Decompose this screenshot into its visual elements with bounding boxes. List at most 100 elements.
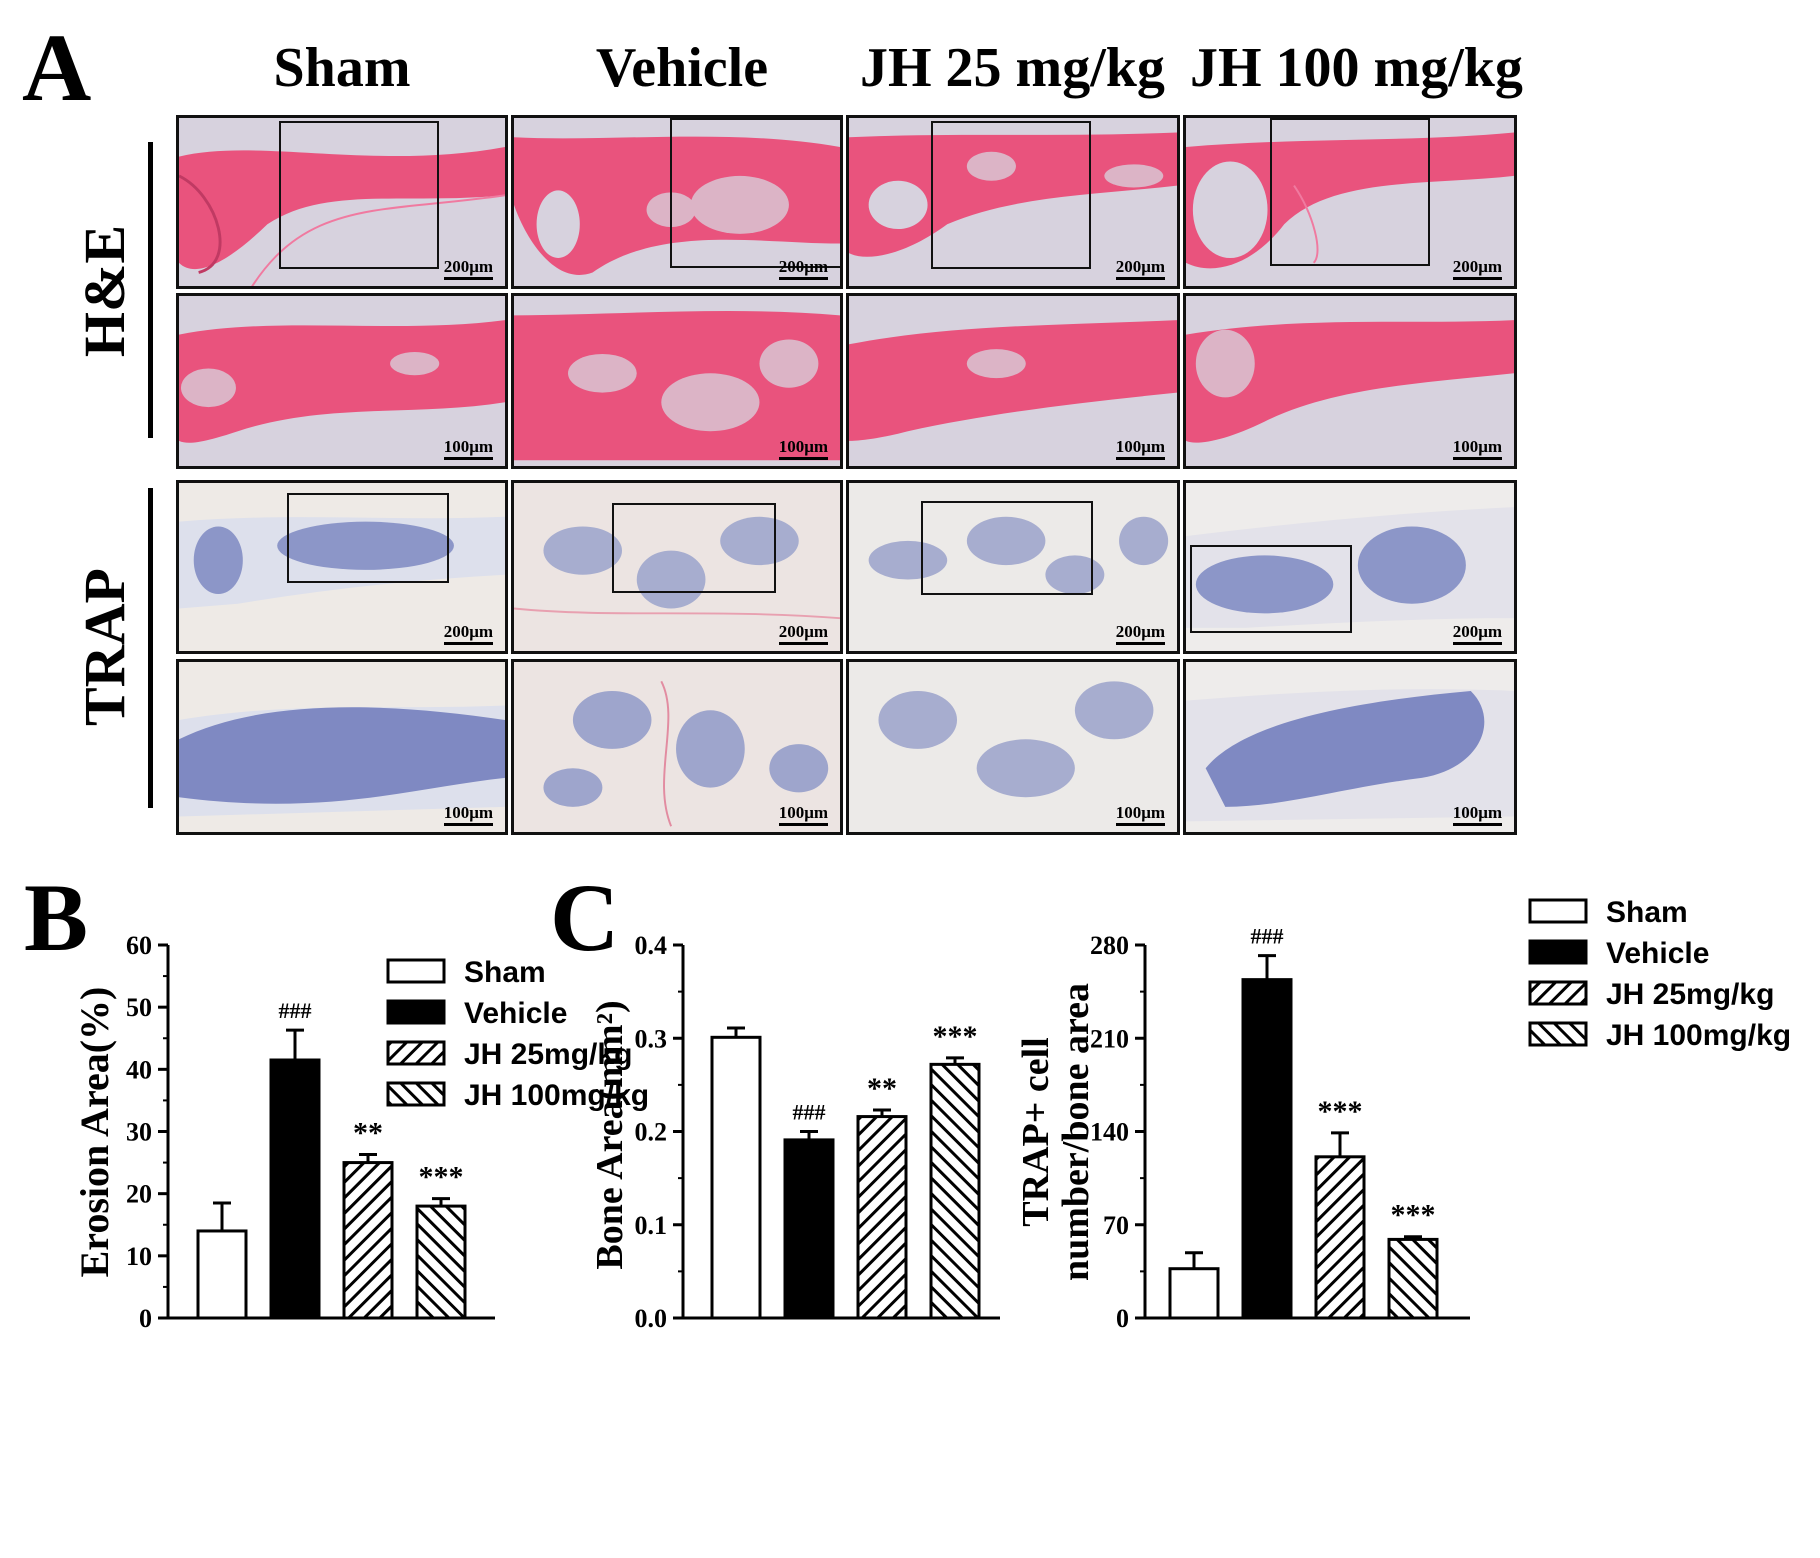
column-header-vehicle: Vehicle: [595, 37, 769, 99]
legend-label: JH 100mg/kg: [1606, 1019, 1791, 1052]
y-tick-label: 50: [126, 993, 152, 1022]
y-tick-label: 280: [1090, 931, 1129, 960]
scale-bar: 100μm: [443, 804, 493, 826]
legend-swatch: [1528, 898, 1588, 924]
bar-jh-100mg-kg: [1387, 1237, 1439, 1320]
he-high-jh-25: 100μm: [846, 293, 1180, 469]
legend-label: JH 100mg/kg: [464, 1079, 649, 1112]
significance-label: ###: [279, 998, 312, 1023]
legend-swatch: [1528, 980, 1588, 1006]
y-tick-label: 40: [126, 1055, 152, 1084]
chart-1: 0.00.10.20.30.4###*****: [635, 931, 1000, 1333]
column-header-jh-25: JH 25 mg/kg: [860, 37, 1165, 99]
y-axis-label-line2: number/bone area: [1055, 983, 1097, 1281]
trap-high-jh-100: 100μm: [1183, 659, 1517, 835]
y-tick-label: 30: [126, 1118, 152, 1147]
trap-low-sham: 200μm: [176, 480, 508, 654]
legend-swatch: [386, 1081, 446, 1107]
significance-label: ###: [1251, 924, 1284, 949]
y-tick-label: 20: [126, 1180, 152, 1209]
significance-label: ***: [419, 1161, 464, 1194]
he-high-sham: 100μm: [176, 293, 508, 469]
column-header-sham: Sham: [273, 37, 411, 99]
bar-vehicle: [783, 1138, 835, 1320]
row-bracket-trap: [148, 488, 153, 808]
region-of-interest-box: [287, 493, 449, 583]
significance-label: ***: [1318, 1095, 1363, 1128]
y-axis-label: Erosion Area(%): [72, 987, 117, 1278]
legend-swatch: [1528, 939, 1588, 965]
legend-label: JH 25mg/kg: [1606, 978, 1774, 1011]
bar-jh-100mg-kg: [929, 1062, 981, 1320]
row-bracket-he: [148, 142, 153, 438]
legend: Sham Vehicle JH 25mg/kg JH 100mg/kg: [1528, 896, 1791, 1052]
region-of-interest-box: [279, 121, 439, 269]
he-high-jh-100: 100μm: [1183, 293, 1517, 469]
panel-a-letter: A: [22, 14, 92, 121]
significance-label: ***: [1391, 1199, 1436, 1232]
y-tick-label: 0.4: [635, 931, 668, 960]
scale-bar: 100μm: [1452, 804, 1502, 826]
he-high-vehicle: 100μm: [511, 293, 843, 469]
scale-bar: 200μm: [778, 623, 828, 645]
he-low-jh-100: 200μm: [1183, 115, 1517, 289]
y-tick-label: 60: [126, 931, 152, 960]
scale-bar: 200μm: [1452, 623, 1502, 645]
scale-bar: 200μm: [778, 258, 828, 280]
scale-bar: 100μm: [443, 438, 493, 460]
legend-label: Vehicle: [464, 997, 567, 1030]
legend-label: Vehicle: [1606, 937, 1709, 970]
he-low-jh-25: 200μm: [846, 115, 1180, 289]
y-tick-label: 0.2: [635, 1118, 668, 1147]
scale-bar: 200μm: [443, 258, 493, 280]
bar-jh-25mg-kg: [342, 1161, 394, 1320]
y-tick-label: 0.0: [635, 1304, 668, 1333]
significance-label: ###: [793, 1100, 826, 1125]
column-header-jh-100: JH 100 mg/kg: [1190, 37, 1523, 99]
bar-sham: [710, 1035, 762, 1320]
scale-bar: 200μm: [443, 623, 493, 645]
y-tick-label: 10: [126, 1242, 152, 1271]
region-of-interest-box: [670, 118, 840, 268]
region-of-interest-box: [612, 503, 776, 593]
legend-label: Sham: [464, 956, 546, 989]
legend: Sham Vehicle JH 25mg/kg JH 100mg/kg: [386, 956, 649, 1112]
bar-jh-25mg-kg: [1314, 1155, 1366, 1320]
y-axis-label-line1: TRAP+ cell: [1015, 1037, 1057, 1226]
scale-bar: 200μm: [1115, 258, 1165, 280]
scale-bar: 100μm: [778, 804, 828, 826]
region-of-interest-box: [931, 121, 1091, 269]
trap-low-vehicle: 200μm: [511, 480, 843, 654]
legend-swatch: [1528, 1021, 1588, 1047]
region-of-interest-box: [1190, 545, 1352, 633]
he-low-vehicle: 200μm: [511, 115, 843, 289]
panel-c-letter: C: [550, 864, 620, 971]
scale-bar: 100μm: [1452, 438, 1502, 460]
scale-bar: 100μm: [1115, 804, 1165, 826]
bar-vehicle: [269, 1058, 321, 1320]
significance-label: **: [353, 1117, 383, 1150]
y-axis-label: Bone Area(mm²): [589, 1000, 631, 1269]
significance-label: ***: [933, 1020, 978, 1053]
y-tick-label: 0.3: [635, 1024, 668, 1053]
trap-high-vehicle: 100μm: [511, 659, 843, 835]
legend-swatch: [386, 958, 446, 984]
bar-sham: [196, 1229, 248, 1320]
y-tick-label: 140: [1090, 1118, 1129, 1147]
trap-low-jh-25: 200μm: [846, 480, 1180, 654]
trap-low-jh-100: 200μm: [1183, 480, 1517, 654]
bar-vehicle: [1241, 978, 1293, 1320]
chart-2: 0 70 140 210 280 ### *** ***: [1090, 924, 1470, 1333]
trap-high-sham: 100μm: [176, 659, 508, 835]
significance-label: **: [867, 1072, 897, 1105]
trap-high-jh-25: 100μm: [846, 659, 1180, 835]
bar-sham: [1168, 1267, 1220, 1320]
scale-bar: 100μm: [1115, 438, 1165, 460]
y-tick-label: 0: [1116, 1304, 1129, 1333]
legend-label: Sham: [1606, 896, 1688, 929]
legend-swatch: [386, 999, 446, 1025]
legend-swatch: [386, 1040, 446, 1066]
